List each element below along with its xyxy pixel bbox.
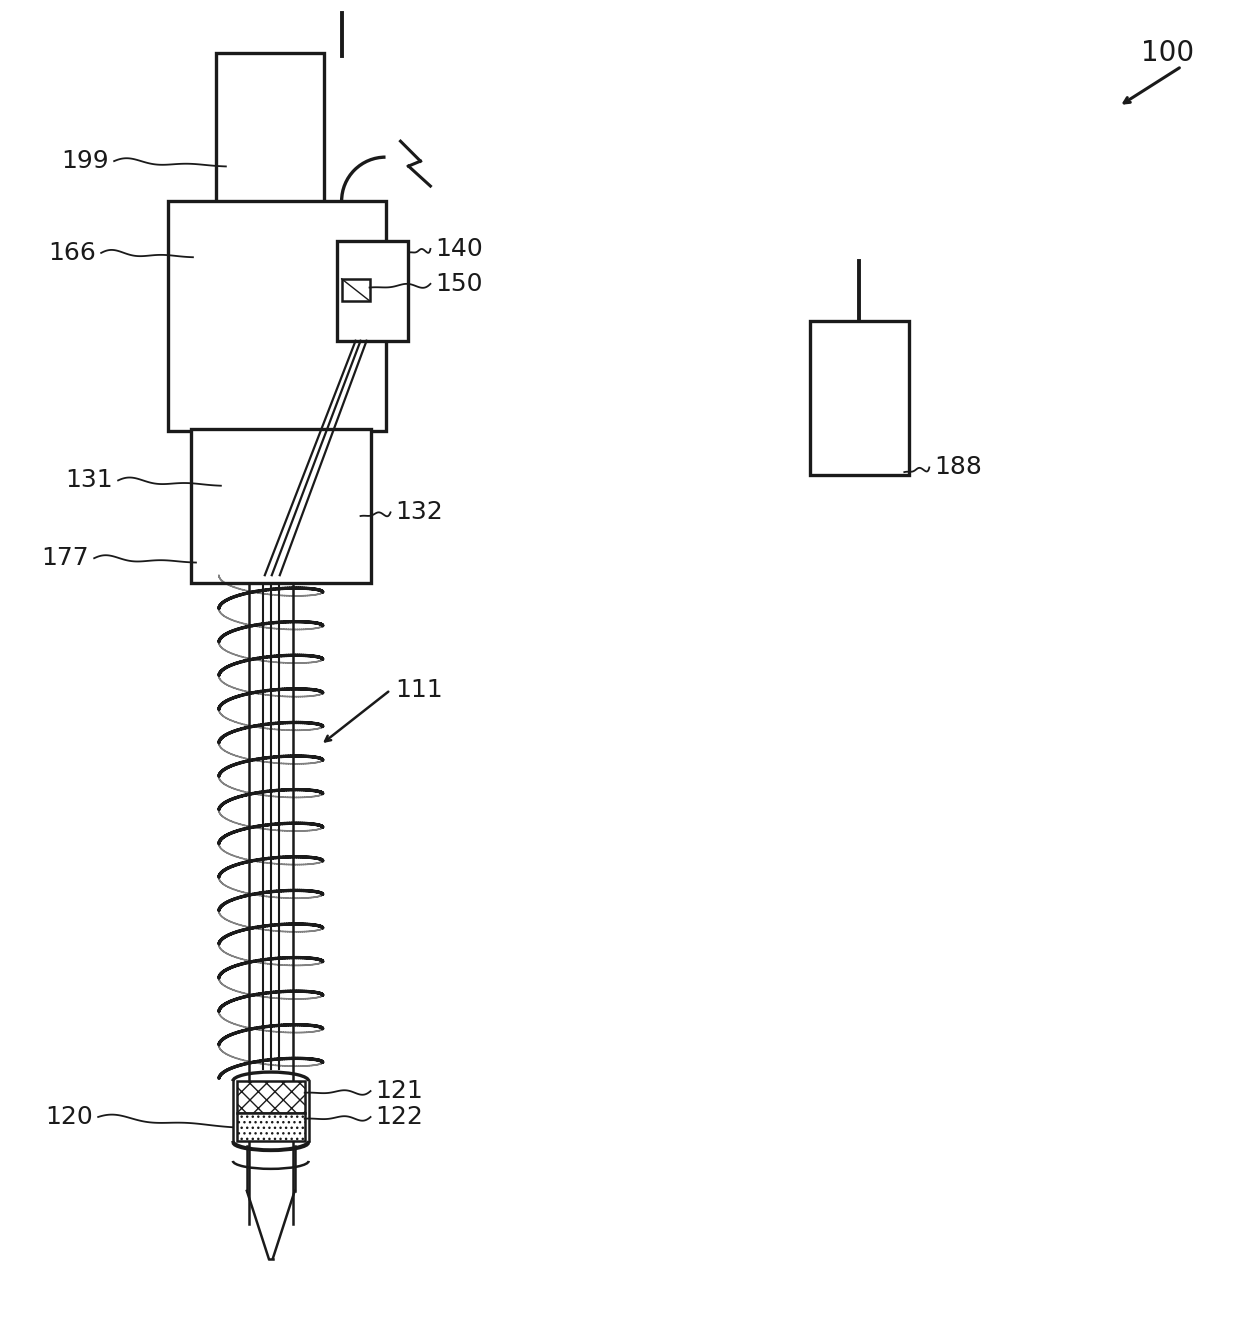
Text: 177: 177 — [42, 546, 89, 570]
Text: 121: 121 — [376, 1079, 423, 1102]
Text: 166: 166 — [48, 241, 97, 265]
Bar — [216, 53, 324, 208]
Text: 140: 140 — [435, 237, 484, 261]
Bar — [237, 1081, 305, 1113]
Bar — [336, 241, 408, 341]
Text: 188: 188 — [934, 456, 982, 480]
Bar — [191, 428, 371, 583]
Text: 150: 150 — [435, 272, 482, 295]
Text: 199: 199 — [62, 150, 109, 174]
Text: 111: 111 — [396, 678, 443, 702]
Text: 131: 131 — [66, 469, 113, 493]
Text: 122: 122 — [376, 1105, 423, 1129]
Bar — [810, 321, 909, 476]
Bar — [237, 1113, 305, 1141]
Bar — [167, 201, 386, 431]
Text: 132: 132 — [396, 501, 443, 525]
Text: 100: 100 — [1141, 40, 1194, 68]
Text: 120: 120 — [46, 1105, 93, 1129]
Bar — [342, 278, 370, 301]
